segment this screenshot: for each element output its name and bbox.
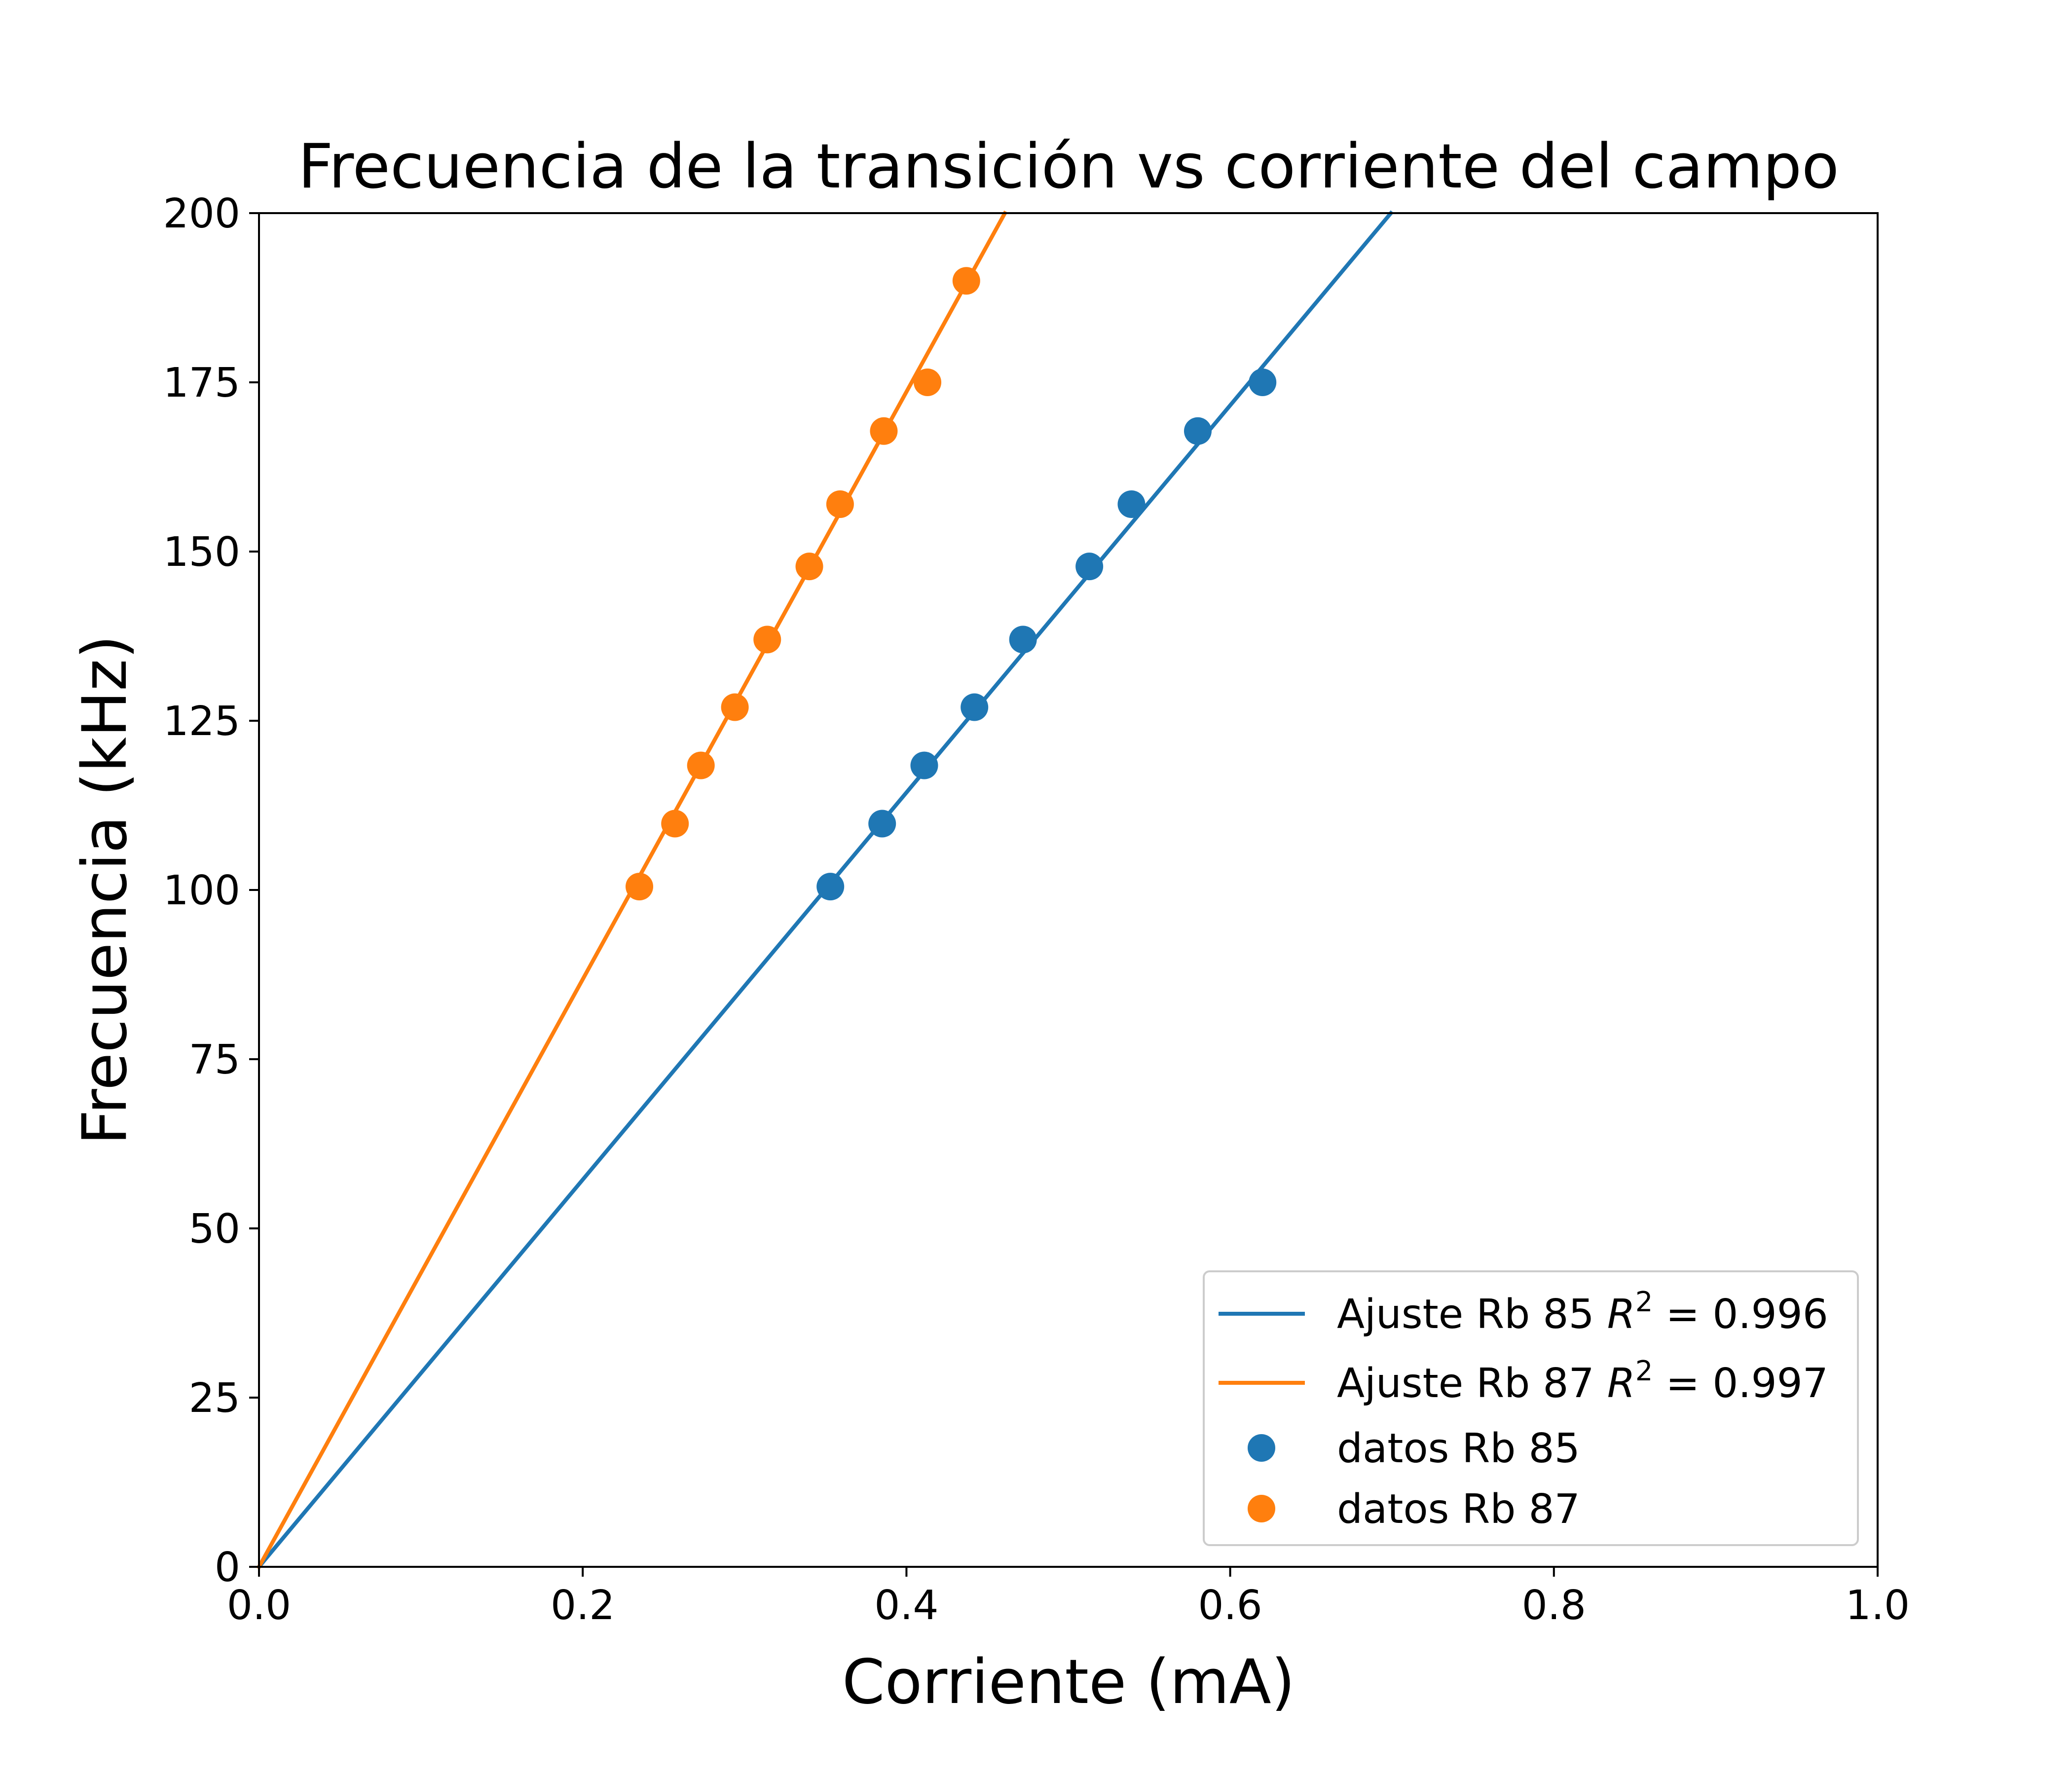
- legend-label-rb85-fit: Ajuste Rb 85 R2 = 0.996: [1337, 1286, 1828, 1338]
- x-tick-label: 0.0: [227, 1582, 291, 1629]
- legend-label-rb87-fit: Ajuste Rb 87 R2 = 0.997: [1337, 1355, 1828, 1407]
- x-tick-label: 0.6: [1198, 1582, 1262, 1629]
- legend-marker-rb87-data: [1248, 1495, 1275, 1522]
- data-point-rb87: [952, 267, 980, 295]
- y-axis-label: Frecuencia (kHz): [70, 635, 141, 1145]
- y-tick-label: 75: [189, 1036, 240, 1083]
- y-tick-label: 0: [215, 1544, 240, 1591]
- x-axis-label: Corriente (mA): [842, 1647, 1295, 1718]
- x-tick-label: 0.8: [1522, 1582, 1586, 1629]
- x-axis-ticks: 0.0 0.2 0.4 0.6 0.8 1.0: [227, 1567, 1910, 1629]
- x-tick-label: 1.0: [1846, 1582, 1910, 1629]
- y-tick-label: 125: [163, 698, 240, 745]
- data-point-rb87: [753, 626, 781, 654]
- plot-area: [256, 210, 1394, 1570]
- data-point-rb85: [1184, 417, 1212, 445]
- data-point-rb85: [1117, 490, 1146, 518]
- y-axis-ticks: 0 25 50 75 100 125 150 175 200: [163, 190, 259, 1591]
- y-tick-label: 200: [163, 190, 240, 237]
- legend-marker-rb85-data: [1248, 1434, 1275, 1462]
- legend-label-rb85-data: datos Rb 85: [1337, 1425, 1580, 1472]
- data-point-rb87: [914, 369, 942, 396]
- y-tick-label: 150: [163, 529, 240, 576]
- data-point-rb85: [816, 873, 845, 901]
- data-point-rb87: [626, 873, 654, 901]
- data-point-rb85: [961, 693, 989, 721]
- data-points: [626, 267, 1277, 901]
- data-point-rb87: [826, 490, 854, 518]
- data-point-rb85: [910, 751, 938, 779]
- x-tick-label: 0.4: [874, 1582, 938, 1629]
- chart-title: Frecuencia de la transición vs corriente…: [298, 131, 1839, 202]
- legend-label-rb87-data: datos Rb 87: [1337, 1486, 1580, 1533]
- data-point-rb87: [661, 810, 689, 838]
- legend: Ajuste Rb 85 R2 = 0.996 Ajuste Rb 87 R2 …: [1203, 1270, 1859, 1546]
- y-tick-label: 25: [189, 1375, 240, 1422]
- y-tick-label: 100: [163, 867, 240, 914]
- data-point-rb85: [1009, 626, 1037, 654]
- y-tick-label: 175: [163, 360, 240, 407]
- data-point-rb85: [1075, 553, 1104, 581]
- data-point-rb87: [870, 417, 898, 445]
- data-point-rb87: [687, 751, 715, 779]
- data-point-rb87: [721, 693, 749, 721]
- y-tick-label: 50: [189, 1206, 240, 1253]
- data-point-rb85: [868, 810, 896, 838]
- legend-box: [1203, 1270, 1859, 1546]
- data-point-rb87: [795, 553, 823, 581]
- x-tick-label: 0.2: [551, 1582, 615, 1629]
- data-point-rb85: [1249, 369, 1277, 396]
